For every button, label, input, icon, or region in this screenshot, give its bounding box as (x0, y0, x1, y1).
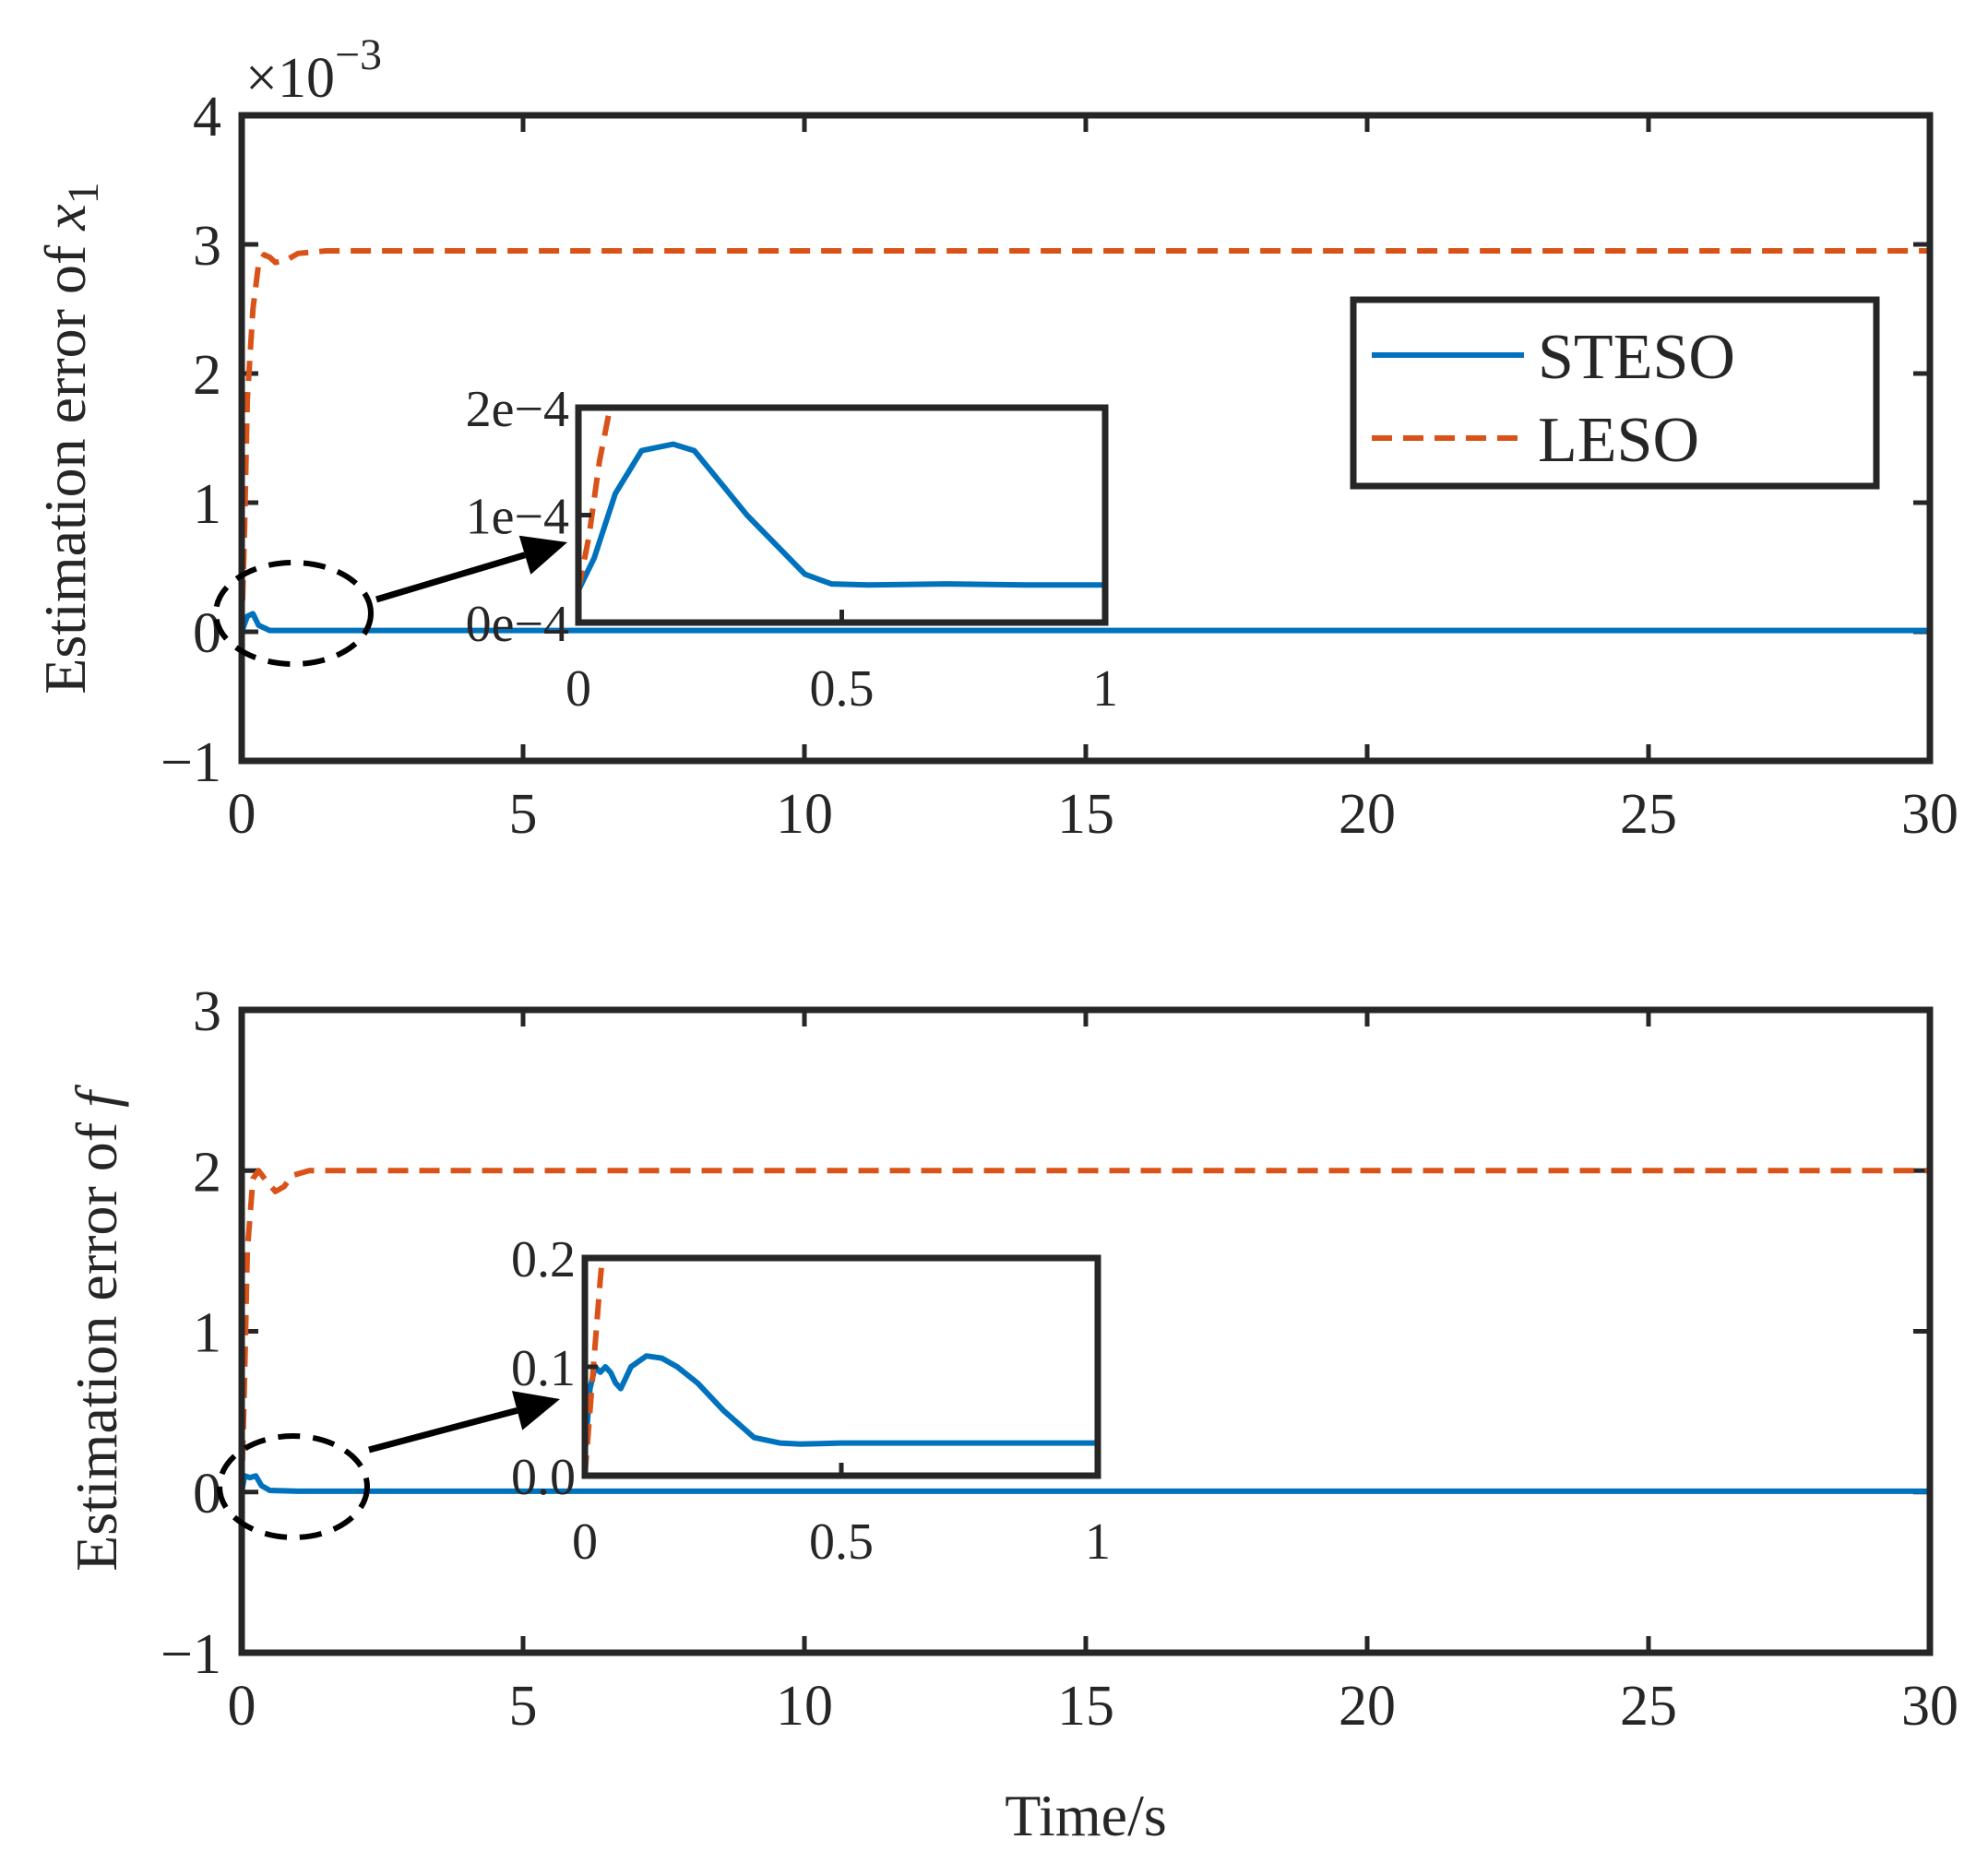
x-tick-label: 5 (509, 1675, 538, 1738)
x-tick-label: 20 (1339, 783, 1396, 846)
plot-frame (238, 112, 1934, 765)
x-tick-label: 0 (228, 783, 256, 846)
inset-x-tick-label: 1 (1092, 660, 1118, 718)
zoom-marker-ellipse (213, 560, 374, 667)
y-tick-label: 2 (193, 344, 221, 407)
y-tick-label: 0 (193, 1463, 221, 1525)
x-axis-title: Time/s (1005, 1783, 1167, 1848)
y-exponent-power: −3 (335, 30, 382, 79)
y-tick-label: −1 (161, 1623, 221, 1686)
y-tick-label: −1 (161, 731, 221, 794)
y-axis-title-text: Estimation error of (64, 1108, 129, 1572)
inset-y-tick-label: 0.1 (511, 1340, 576, 1397)
y-exponent: ×10−3 (245, 30, 382, 110)
y-tick-label: 0 (193, 602, 221, 665)
x-tick-label: 0 (228, 1675, 256, 1738)
inset-x-tick-label: 0 (572, 1513, 598, 1571)
series-group (242, 248, 1930, 634)
inset-series-line-steso (585, 1353, 1098, 1454)
legend-entry-leso: LESO (1538, 405, 1699, 476)
y-tick-label: 1 (193, 473, 221, 536)
inset-y-tick-label: 0e−4 (466, 596, 569, 653)
x-tick-label: 5 (509, 783, 538, 846)
zoom-arrow-head (511, 1391, 560, 1430)
inset-series-line-steso (578, 441, 1105, 592)
inset-x-tick-label: 0.5 (810, 660, 875, 718)
series-group (242, 1168, 1930, 1494)
y-tick-label: 4 (193, 86, 221, 148)
x-tick-label: 20 (1339, 1675, 1396, 1738)
series-line-steso (242, 611, 1930, 634)
x-tick-label: 30 (1901, 783, 1958, 846)
legend-entry-steso: STESO (1538, 322, 1735, 393)
inset-x-tick-label: 0.5 (809, 1513, 874, 1571)
y-axis-title: Estimation error of x1 (32, 182, 108, 694)
y-axis-title-var: x (32, 204, 98, 231)
x-tick-label: 15 (1057, 783, 1114, 846)
zoom-arrow-line (375, 552, 527, 603)
y-tick-label: 3 (193, 215, 221, 278)
y-exponent-base: ×10 (245, 47, 335, 110)
plot-frame (238, 1006, 1934, 1656)
inset-series-line-leso (578, 408, 613, 591)
y-tick-label: 1 (193, 1302, 221, 1365)
x-tick-label: 15 (1057, 1675, 1114, 1738)
inset: 0 0.5 1 0.0 0.1 0.2 (511, 1231, 1111, 1571)
series-line-leso (242, 1168, 1930, 1492)
inset-y-tick-label: 0.2 (511, 1231, 576, 1288)
y-axis-title-sub: 1 (59, 182, 108, 204)
y-tick-label: 2 (193, 1141, 221, 1204)
inset-background (575, 404, 1109, 626)
inset-x-tick-label: 1 (1085, 1513, 1111, 1571)
zoom-arrow-head (518, 535, 567, 575)
y-axis-title: Estimation error of f (64, 1084, 129, 1572)
legend-box (1350, 296, 1880, 490)
x-tick-label: 10 (776, 1675, 833, 1738)
inset-y-tick-label: 0.0 (511, 1449, 576, 1506)
y-tick-label: 3 (193, 980, 221, 1043)
x-tick-label: 25 (1620, 783, 1677, 846)
inset-y-tick-label: 1e−4 (466, 489, 569, 546)
inset-background (581, 1254, 1101, 1479)
x-tick-label: 25 (1620, 1675, 1677, 1738)
inset-series-line-leso (585, 1258, 605, 1476)
x-tick-label: 10 (776, 783, 833, 846)
inset-series-group (585, 1258, 1098, 1476)
series-line-steso (242, 1473, 1930, 1494)
inset-x-tick-label: 0 (565, 660, 591, 718)
y-axis-title-text: Estimation error of (32, 231, 98, 694)
y-axis-title-var: f (64, 1084, 129, 1108)
inset: 0 0.5 1 0e−4 1e−4 2e−4 (466, 381, 1118, 718)
inset-y-tick-label: 2e−4 (466, 381, 569, 438)
x-tick-label: 30 (1901, 1675, 1958, 1738)
series-line-leso (242, 248, 1930, 633)
inset-series-group (578, 408, 1105, 592)
zoom-arrow-line (368, 1406, 518, 1454)
zoom-marker-ellipse (217, 1433, 370, 1540)
